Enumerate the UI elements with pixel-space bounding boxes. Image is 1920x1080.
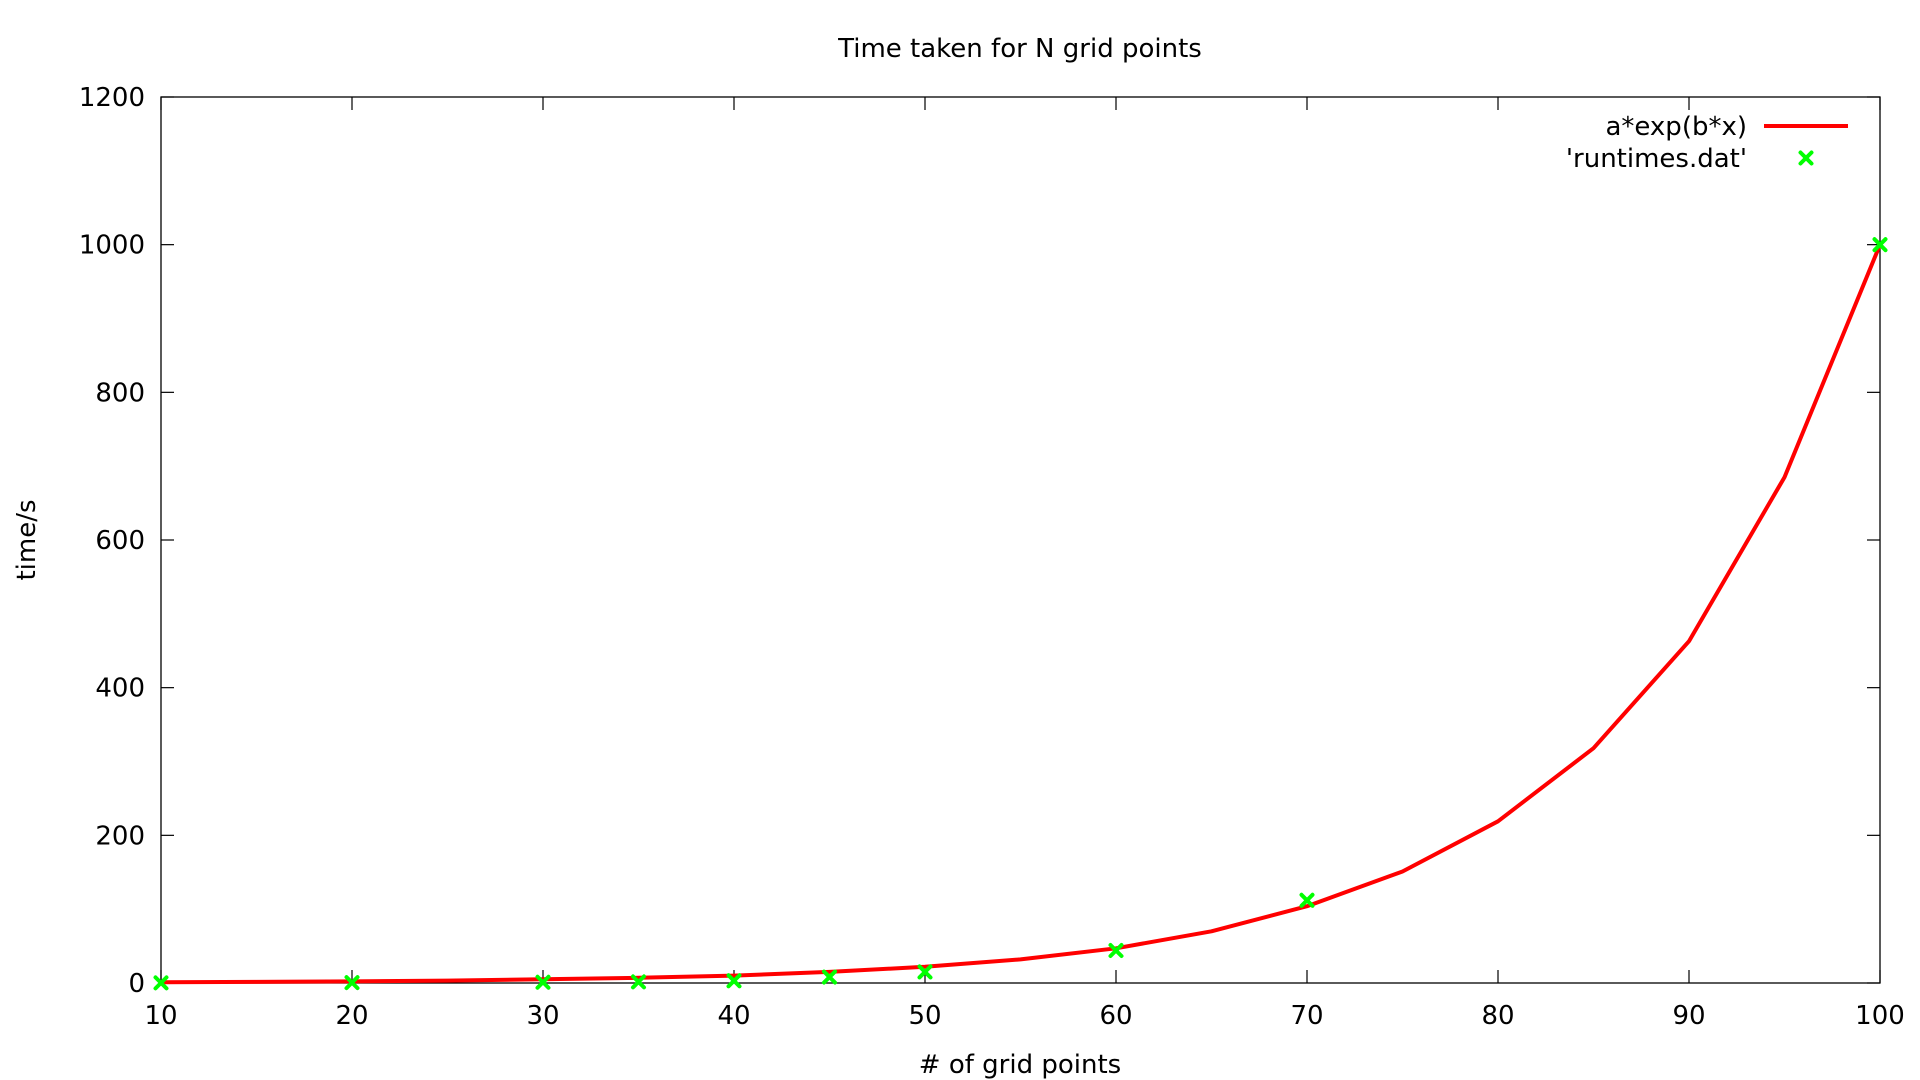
data-point [1299, 892, 1315, 908]
data-point [1872, 237, 1888, 253]
x-tick-label: 10 [144, 1001, 177, 1031]
plot-frame [160, 96, 1881, 984]
legend-marker-swatch [1798, 150, 1814, 166]
y-tick-label: 600 [95, 526, 145, 556]
x-tick-label: 80 [1481, 1001, 1514, 1031]
data-point [631, 974, 646, 990]
x-tick-label: 40 [717, 1001, 750, 1031]
x-tick-label: 100 [1855, 1001, 1905, 1031]
legend-label: 'runtimes.dat' [1566, 144, 1747, 174]
x-tick-label: 90 [1672, 1001, 1705, 1031]
y-tick-label: 0 [128, 969, 145, 999]
fit-curve [160, 243, 1882, 985]
data-point [822, 969, 837, 985]
legend: a*exp(b*x)'runtimes.dat' [1566, 112, 1848, 174]
x-tick-label: 20 [335, 1001, 368, 1031]
data-point [917, 964, 933, 980]
data-point [726, 973, 742, 989]
y-tick-label: 1200 [79, 83, 145, 113]
y-tick-label: 200 [95, 821, 145, 851]
y-tick-label: 400 [95, 674, 145, 704]
axes: 10 20 30 40 50 60 70 80 90 1000200400600800100012… [79, 83, 1905, 1031]
x-tick-label: 50 [908, 1001, 941, 1031]
y-axis-label: time/s [12, 499, 42, 580]
chart-title: Time taken for N grid points [837, 34, 1202, 64]
data-marks [153, 237, 1888, 991]
data-point [535, 974, 551, 990]
data-point [344, 975, 360, 991]
y-tick-label: 800 [95, 378, 145, 408]
x-tick-label: 60 [1099, 1001, 1132, 1031]
x-tick-label: 70 [1290, 1001, 1323, 1031]
data-point [153, 975, 169, 991]
x-axis-label: # of grid points [919, 1050, 1121, 1080]
legend-label: a*exp(b*x) [1605, 112, 1747, 142]
x-tick-label: 30 [526, 1001, 559, 1031]
y-tick-label: 1000 [79, 231, 145, 261]
data-point [1108, 943, 1124, 959]
plot-area [160, 96, 1881, 984]
